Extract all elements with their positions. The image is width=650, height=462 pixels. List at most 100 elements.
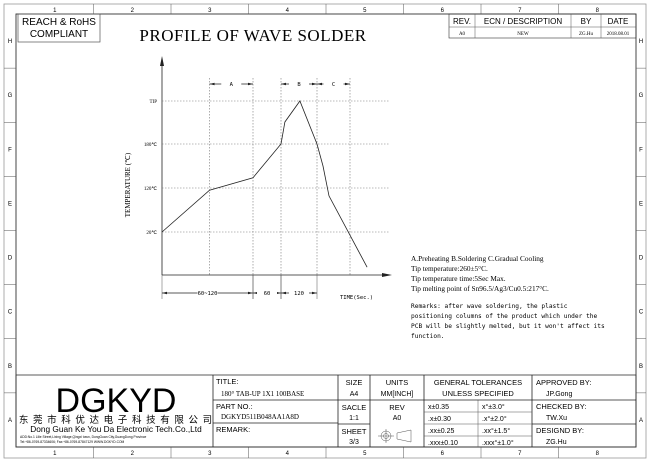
- frame-row-label: G: [8, 93, 13, 99]
- rev-value: A0: [393, 415, 402, 422]
- arrow-right-icon: [276, 291, 281, 295]
- note-line: Tip melting point of Sn96.5/Ag3/Cu0.5:21…: [411, 284, 549, 293]
- frame-column-label: 7: [518, 8, 522, 14]
- frame-row-label: D: [8, 256, 13, 262]
- size-label: SIZE: [346, 378, 363, 387]
- tolerance-angular: .xx°±1.5°: [482, 427, 510, 435]
- company-logo: DGKYD: [56, 382, 177, 420]
- outer-frame: [3, 3, 647, 459]
- sheet-label: SHEET: [341, 427, 366, 436]
- title-block: DGKYD 东 莞 市 科 优 达 电 子 科 技 有 限 公 司 Dong G…: [15, 374, 637, 448]
- duration-label-bg: [197, 288, 218, 296]
- arrow-left-icon: [281, 291, 286, 295]
- frame-row-label: F: [8, 147, 12, 153]
- frame-row-label: C: [8, 310, 13, 316]
- temperature-profile-line: [161, 100, 368, 268]
- scale-label: SACLE: [342, 403, 367, 412]
- zone-markers: 1 1 2 2 3 3 4 4 5 5 6 6 7 7 8 8 H H G G F F E E D D C C B B A A: [4, 4, 646, 458]
- frame-row-label: H: [639, 39, 643, 45]
- tolerance-linear: .x±0.30: [428, 416, 451, 423]
- frame-row-label: B: [8, 364, 12, 370]
- arrow-right-icon: [312, 291, 317, 295]
- ecn-header: ECN / DESCRIPTION: [484, 17, 562, 26]
- arrow-left-icon: [317, 82, 322, 86]
- frame-column-label: 6: [441, 451, 445, 457]
- company-name-en: Dong Guan Ke You Da Electronic Tech.Co.,…: [30, 424, 202, 434]
- units-value: MM[INCH]: [381, 391, 414, 398]
- notes: A.Preheating B.Soldering C.Gradual Cooli…: [411, 254, 605, 340]
- sheet-value: 3/3: [349, 439, 359, 446]
- frame-column-label: 8: [596, 8, 600, 14]
- frame-row-label: C: [639, 310, 644, 316]
- compliance-line2: COMPLIANT: [30, 29, 88, 40]
- by-header: BY: [581, 17, 592, 26]
- tolerance-header: GENERAL TOLERANCES: [434, 378, 522, 387]
- arrow-right-icon: [248, 82, 253, 86]
- frame-column-label: 1: [53, 8, 57, 14]
- frame-row-label: H: [8, 39, 12, 45]
- part-no-value: DGKYD511B048AA1A8D: [221, 413, 299, 421]
- frame-row-label: D: [639, 256, 644, 262]
- y-axis-arrow-icon: [160, 56, 164, 66]
- frame-column-label: 2: [131, 8, 135, 14]
- note-line: Tip temperature time:5Sec Max.: [411, 274, 506, 283]
- y-tick-label: 180℃: [144, 142, 158, 148]
- arrow-left-icon: [162, 291, 167, 295]
- tolerance-angular: .xxx°±1.0°: [482, 439, 514, 447]
- designed-label: DESIGND BY:: [536, 426, 584, 435]
- zone-c-label: C: [332, 82, 335, 88]
- approved-label: APPROVED BY:: [536, 378, 591, 387]
- remark-line: PCB will be slightly melted, but it won'…: [411, 323, 605, 330]
- tolerance-linear: x±0.35: [428, 404, 449, 411]
- date-header: DATE: [608, 17, 629, 26]
- designed-value: ZG.Hu: [546, 439, 567, 446]
- frame-column-label: 2: [131, 451, 135, 457]
- compliance-box: REACH & RoHS COMPLIANT: [17, 13, 101, 43]
- rev-value: A0: [459, 32, 466, 37]
- solder-profile-chart: TIP 180℃ 120℃ 20℃ A B C 60~120 60 120 TEMPERATURE…: [124, 56, 392, 301]
- frame-column-label: 5: [363, 451, 367, 457]
- frame-row-label: F: [639, 147, 643, 153]
- frame-row-label: G: [639, 93, 644, 99]
- frame-row-label: E: [8, 201, 12, 207]
- duration-label-bg: [289, 288, 309, 296]
- arrow-left-icon: [253, 291, 258, 295]
- y-tick-label: 120℃: [144, 186, 158, 192]
- projection-symbol-icon: [378, 429, 412, 443]
- size-value: A4: [350, 391, 359, 398]
- tolerance-subheader: UNLESS SPECIFIED: [442, 389, 514, 398]
- page-title: PROFILE OF WAVE SOLDER: [139, 26, 366, 45]
- frame-row-label: E: [639, 201, 643, 207]
- company-address: ADD:No.1 Lilie Street,Lixing Village,Qin…: [20, 435, 146, 439]
- remark-label: REMARK:: [216, 425, 250, 434]
- y-tick-label: TIP: [150, 100, 158, 105]
- scale-value: 1:1: [349, 415, 359, 422]
- frame-column-label: 3: [208, 451, 212, 457]
- title-label: TITLE:: [216, 377, 239, 386]
- approved-value: JP.Gong: [546, 391, 572, 398]
- checked-label: CHECKED BY:: [536, 402, 586, 411]
- company-name-cn: 东 莞 市 科 优 达 电 子 科 技 有 限 公 司: [19, 414, 213, 426]
- zone-b-label-bg: [289, 79, 309, 87]
- frame-row-label: A: [8, 418, 12, 424]
- arrow-right-icon: [248, 291, 253, 295]
- part-no-label: PART NO.:: [216, 402, 253, 411]
- zone-a-label-bg: [221, 79, 242, 87]
- remark-line: positioning columns of the product which…: [411, 313, 598, 320]
- frame-column-label: 8: [596, 451, 600, 457]
- x-axis-arrow-icon: [382, 273, 392, 277]
- title-value: 180° TAB-UP 1X1 100BASE: [221, 390, 304, 398]
- frame-column-label: 5: [363, 8, 367, 14]
- tolerance-linear: .xxx±0.10: [428, 440, 458, 447]
- y-axis-label: TEMPERATURE (℃): [124, 152, 132, 217]
- frame-row-label: B: [639, 364, 643, 370]
- duration-label: 60: [264, 291, 271, 297]
- frame-column-label: 3: [208, 8, 212, 14]
- tolerance-linear: .xx±0.25: [428, 428, 455, 435]
- frame-column-label: 6: [441, 8, 445, 14]
- tolerance-angular: x°±3.0°: [482, 403, 505, 411]
- x-axis-label: TIME(Sec.): [340, 295, 373, 301]
- duration-label-bg: [257, 288, 277, 296]
- zone-b-label: B: [297, 82, 301, 88]
